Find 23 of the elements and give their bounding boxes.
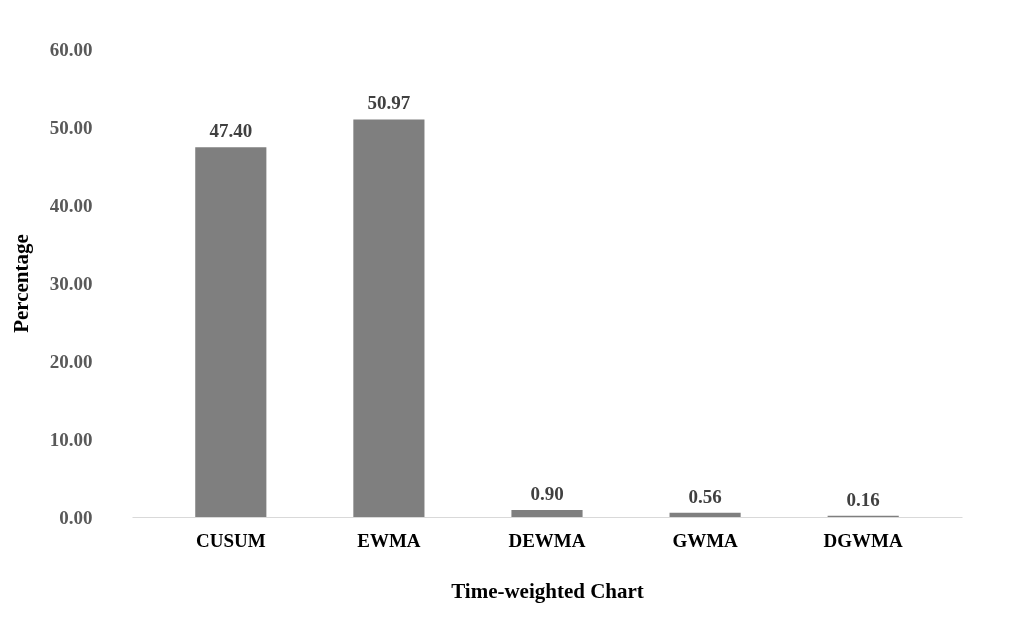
bar — [353, 119, 425, 517]
data-label: 0.16 — [846, 488, 880, 510]
data-label: 0.90 — [530, 482, 564, 504]
y-tick-label: 60.00 — [49, 38, 93, 60]
x-tick-label: DGWMA — [823, 529, 904, 551]
y-tick-label: 50.00 — [49, 116, 93, 138]
y-tick-label: 30.00 — [49, 272, 93, 294]
data-label: 50.97 — [367, 92, 411, 114]
y-tick-label: 40.00 — [49, 194, 93, 216]
data-label: 0.56 — [688, 485, 722, 507]
y-tick-label: 10.00 — [49, 428, 93, 450]
x-tick-label: GWMA — [672, 529, 739, 551]
x-tick-label: DEWMA — [508, 529, 586, 551]
x-axis-title: Time-weighted Chart — [451, 578, 644, 603]
x-tick-label: CUSUM — [195, 529, 266, 551]
x-tick-label: EWMA — [357, 529, 421, 551]
bar — [669, 512, 741, 517]
y-axis-title: Percentage — [8, 234, 33, 333]
data-label: 47.40 — [209, 120, 253, 142]
y-tick-label: 0.00 — [59, 506, 93, 528]
bar — [511, 509, 583, 517]
y-tick-label: 20.00 — [49, 350, 93, 372]
bar — [195, 147, 267, 517]
